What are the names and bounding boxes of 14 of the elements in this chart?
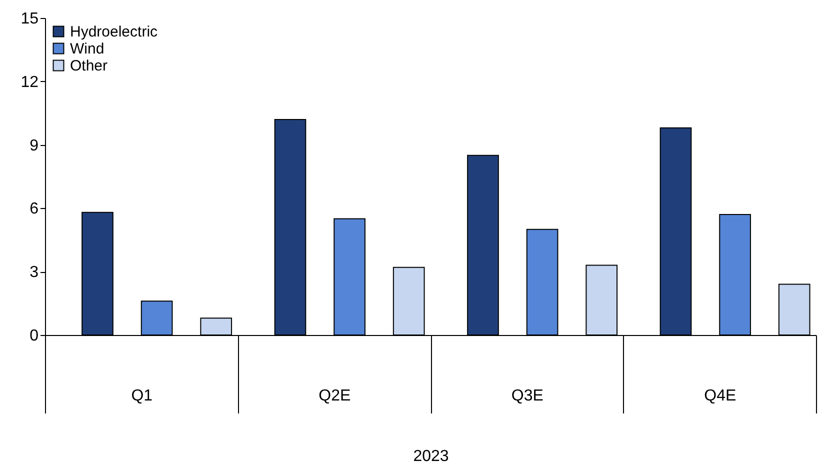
legend-label: Wind xyxy=(70,40,104,58)
legend-label: Other xyxy=(70,58,108,74)
y-tick-label: 15 xyxy=(20,10,39,28)
x-tick-label: Q4E xyxy=(704,388,736,404)
y-tick-label: 9 xyxy=(30,137,39,154)
x-tick-label: Q2E xyxy=(318,388,351,404)
legend-label: Hydroelectric xyxy=(70,24,158,40)
y-tick-label: 3 xyxy=(30,264,39,282)
x-axis-title: 2023 xyxy=(413,448,449,465)
x-tick-label: Q1 xyxy=(131,388,153,404)
y-tick-label: 0 xyxy=(30,328,39,344)
y-tick-label: 12 xyxy=(20,74,39,91)
x-tick-label: Q3E xyxy=(511,388,544,404)
y-tick-label: 6 xyxy=(30,200,39,218)
